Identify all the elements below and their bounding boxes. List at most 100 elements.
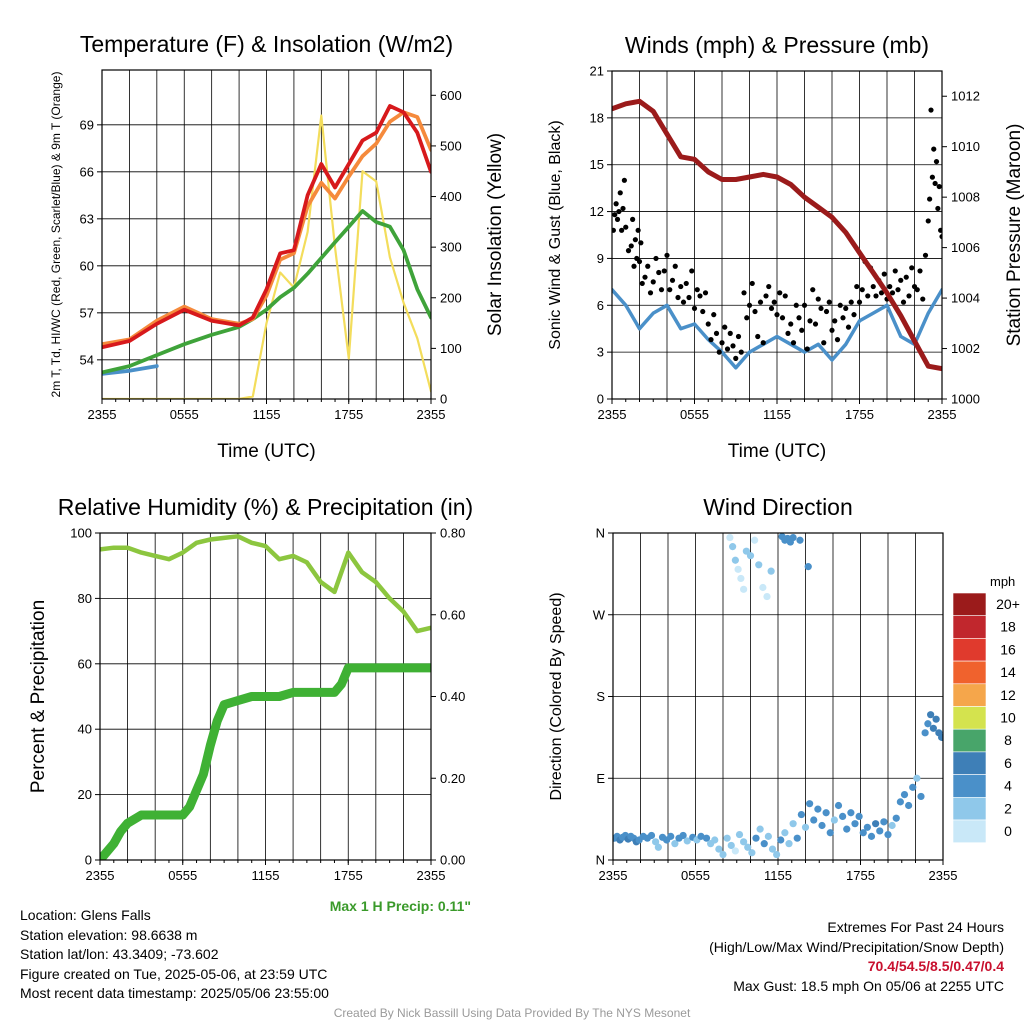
gust-point xyxy=(804,346,810,352)
x-tick-label: 2355 xyxy=(598,407,627,422)
gust-point xyxy=(840,315,846,321)
direction-point xyxy=(872,820,880,828)
gust-point xyxy=(933,158,940,165)
gust-point xyxy=(760,340,766,346)
gust-point xyxy=(917,268,923,274)
gust-point xyxy=(656,269,662,276)
gust-point xyxy=(936,183,942,190)
direction-point xyxy=(839,812,847,821)
created-text: Figure created on Tue, 2025-05-06, at 23… xyxy=(20,965,328,982)
direction-point xyxy=(927,711,935,719)
direction-point xyxy=(896,798,904,806)
y2-tick-label: 500 xyxy=(440,138,462,153)
gust-point xyxy=(636,258,643,265)
colorbar-label: 12 xyxy=(1000,687,1016,703)
direction-point xyxy=(744,843,752,851)
direction-point xyxy=(764,832,772,840)
gust-point xyxy=(892,268,898,274)
gust-point xyxy=(881,271,887,277)
y2-tick-label: 100 xyxy=(440,341,462,356)
direction-point xyxy=(735,830,744,839)
y2-tick-label: 0.40 xyxy=(440,689,465,704)
x-tick-label: 1155 xyxy=(253,407,281,422)
gust-point xyxy=(612,227,616,233)
colorbar-swatch xyxy=(952,774,987,798)
gust-point xyxy=(746,302,753,308)
gust-point xyxy=(900,299,907,305)
direction-point xyxy=(697,832,705,840)
gust-point xyxy=(628,243,634,249)
gust-point xyxy=(788,321,794,327)
colorbar-label: 18 xyxy=(1000,619,1016,635)
series-line-2m-t xyxy=(102,104,431,350)
gust-point xyxy=(724,346,731,352)
wind-direction-plot-area xyxy=(613,533,943,859)
direction-point xyxy=(797,810,805,819)
gust-point xyxy=(832,318,838,324)
y-tick-label: 6 xyxy=(597,298,604,313)
gust-point xyxy=(711,312,717,318)
direction-point xyxy=(929,724,937,732)
y-tick-label: 60 xyxy=(80,258,94,273)
x-axis-label: Time (UTC) xyxy=(728,441,827,462)
gust-point xyxy=(757,299,764,305)
colorbar-swatch xyxy=(952,706,987,730)
gust-point xyxy=(898,277,904,283)
direction-point xyxy=(740,585,748,593)
direction-point xyxy=(723,834,731,842)
direction-point xyxy=(683,837,691,845)
gust-point xyxy=(929,174,935,180)
gust-point xyxy=(938,227,942,233)
direction-point xyxy=(810,816,818,824)
direction-point xyxy=(734,565,742,573)
y-tick-label: 21 xyxy=(590,64,604,79)
gust-point xyxy=(887,283,893,290)
gust-point xyxy=(697,293,703,299)
gust-point xyxy=(851,312,857,318)
gust-point xyxy=(733,355,739,361)
direction-point xyxy=(647,831,656,840)
direction-point xyxy=(789,820,797,828)
y-tick-label: 0 xyxy=(597,392,604,407)
direction-point xyxy=(652,838,660,846)
gust-point xyxy=(667,287,673,293)
x-tick-label: 2355 xyxy=(86,868,115,883)
y2-tick-label: 300 xyxy=(440,240,462,255)
gust-point xyxy=(771,299,777,305)
latlon-text: Station lat/lon: 43.3409; -73.602 xyxy=(20,946,219,962)
max-precip-note: Max 1 H Precip: 0.11" xyxy=(330,898,471,914)
x-tick-label: 2355 xyxy=(417,407,446,422)
gust-point xyxy=(939,233,942,240)
direction-point xyxy=(785,840,793,848)
gust-point xyxy=(702,290,709,296)
direction-point xyxy=(746,552,755,560)
gust-point xyxy=(683,280,689,287)
gust-point xyxy=(680,299,687,305)
gust-point xyxy=(635,227,641,233)
gust-point xyxy=(631,263,637,269)
chart-title: Wind Direction xyxy=(703,494,853,520)
x-tick-label: 0555 xyxy=(170,407,199,422)
direction-point xyxy=(892,814,900,822)
direction-point xyxy=(932,715,940,723)
y2-tick-label: 1006 xyxy=(951,240,980,255)
x-tick-label: 2355 xyxy=(929,868,958,883)
gust-point xyxy=(678,283,684,290)
gust-point xyxy=(630,216,636,222)
gust-point xyxy=(617,190,623,196)
gust-point xyxy=(639,280,645,287)
x-axis-label: Time (UTC) xyxy=(217,441,316,462)
x-tick-label: 0555 xyxy=(680,407,709,422)
y-tick-label: 18 xyxy=(590,110,604,125)
gust-point xyxy=(920,296,926,302)
gust-point xyxy=(752,308,758,315)
gust-point xyxy=(865,293,871,299)
direction-point xyxy=(818,821,826,830)
extremes-subtitle: (High/Low/Max Wind/Precipitation/Snow De… xyxy=(709,938,1004,955)
direction-point xyxy=(679,831,687,840)
direction-point xyxy=(767,567,775,575)
colorbar-swatch xyxy=(952,751,987,775)
y-tick-label: 100 xyxy=(70,526,92,541)
series-line-solar-insolation xyxy=(102,114,431,399)
